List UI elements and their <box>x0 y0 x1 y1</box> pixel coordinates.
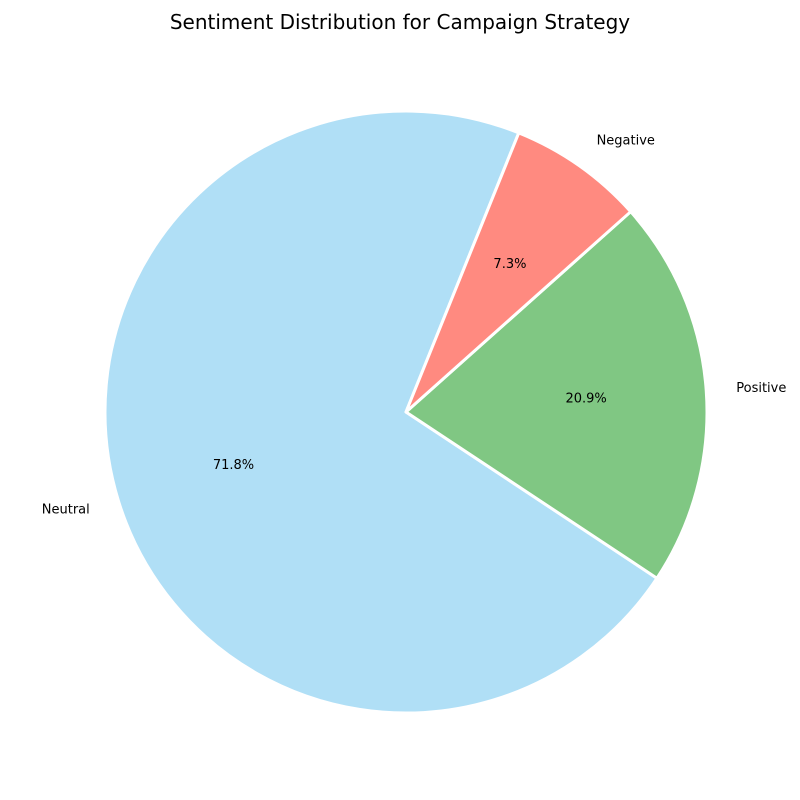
slice-label-negative: Negative <box>597 134 655 149</box>
pct-label-negative: 7.3% <box>493 257 526 272</box>
slice-label-neutral: Neutral <box>42 503 90 518</box>
pct-label-positive: 20.9% <box>565 392 606 407</box>
slice-label-positive: Positive <box>736 381 786 396</box>
pct-label-neutral: 71.8% <box>213 458 254 473</box>
pie-slice-positive <box>404 210 709 580</box>
pie-slice-neutral <box>103 109 659 715</box>
chart-title: Sentiment Distribution for Campaign Stra… <box>169 10 631 34</box>
pie-slice-negative <box>404 131 633 414</box>
